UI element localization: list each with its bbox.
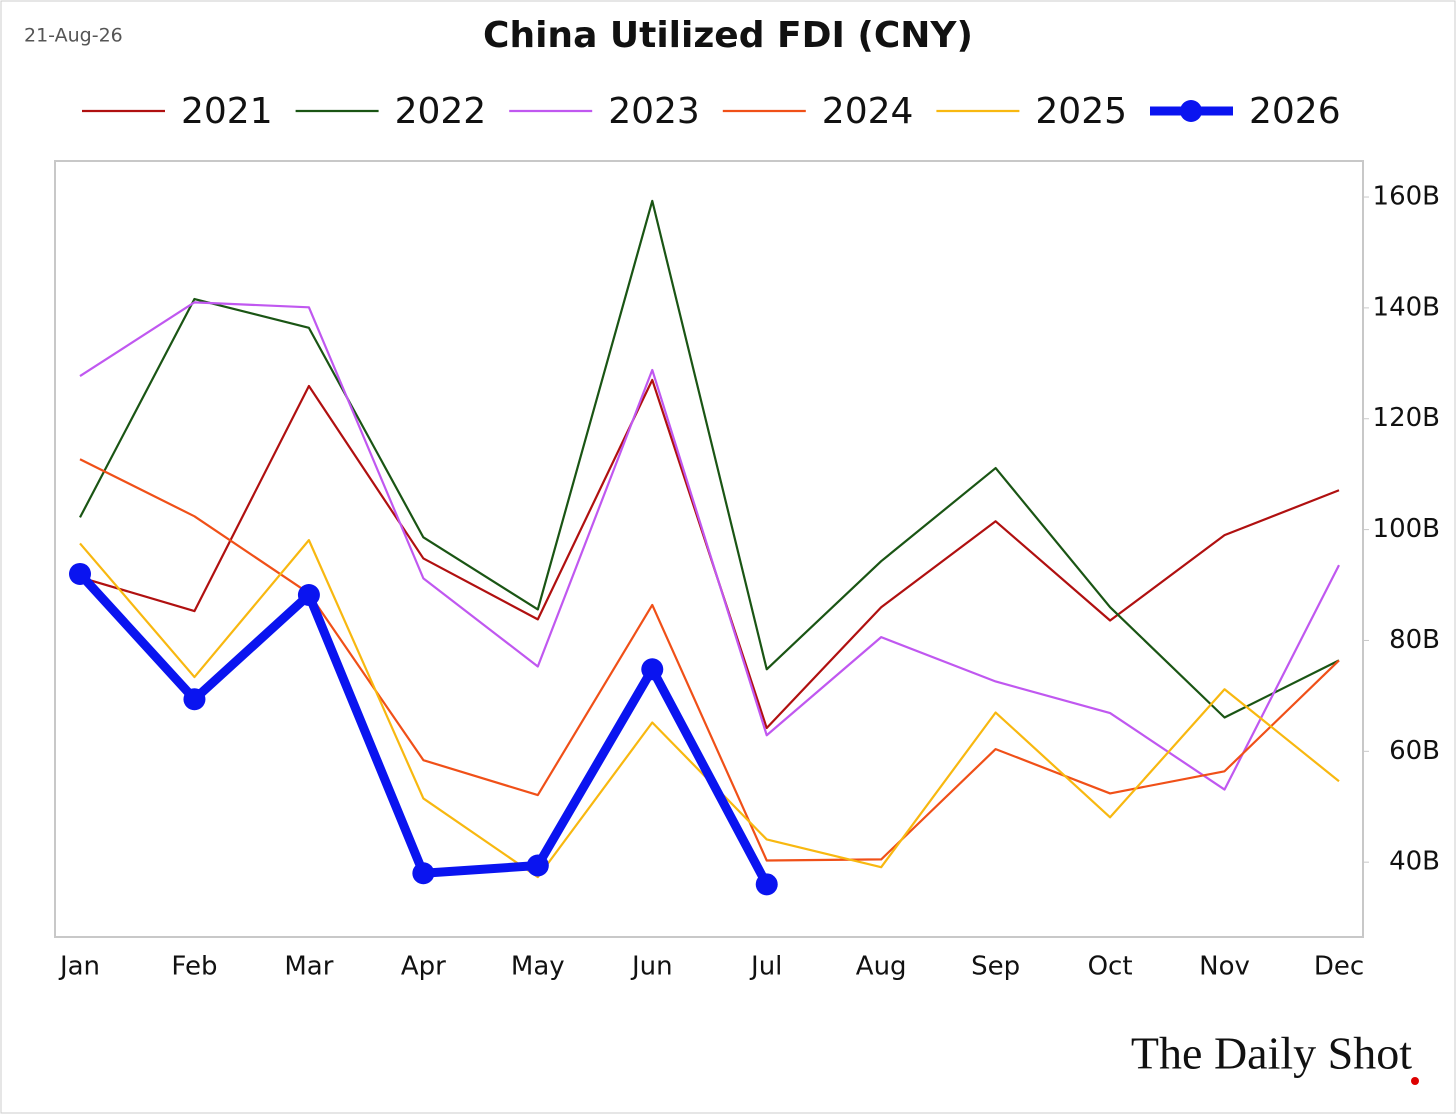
legend-label: 2023 — [608, 91, 700, 132]
x-tick-label: Oct — [1088, 952, 1133, 982]
marker — [755, 873, 778, 896]
marker — [641, 658, 664, 681]
brand-dot — [1411, 1077, 1419, 1085]
chart-title: China Utilized FDI (CNY) — [483, 15, 973, 56]
x-tick-label: Nov — [1199, 952, 1250, 982]
marker — [297, 584, 320, 607]
y-tick-label: 80B — [1389, 625, 1440, 655]
x-tick-label: Sep — [971, 952, 1020, 982]
marker — [69, 562, 91, 585]
legend-label: 2022 — [395, 91, 487, 132]
legend-label: 2021 — [181, 91, 273, 132]
y-tick-label: 140B — [1373, 292, 1440, 322]
legend-label: 2026 — [1249, 91, 1341, 132]
y-tick-label: 100B — [1373, 514, 1440, 544]
x-tick-label: Jan — [58, 952, 100, 982]
x-tick-label: May — [511, 952, 565, 982]
x-tick-label: Jul — [749, 952, 782, 982]
line — [79, 199, 1340, 719]
line — [79, 458, 1340, 862]
x-tick-label: Aug — [856, 952, 907, 982]
date: 21-Aug-26 — [24, 25, 123, 47]
x-tick-label: Feb — [171, 952, 217, 982]
x-tick-label: Jun — [630, 952, 673, 982]
y-tick-label: 120B — [1373, 403, 1440, 433]
y-tick-label: 60B — [1389, 736, 1440, 766]
brand: The Daily Shot — [1131, 1028, 1412, 1079]
marker — [183, 688, 206, 711]
legend-marker — [1180, 100, 1202, 122]
x-tick-label: Mar — [284, 952, 333, 982]
legend-label: 2025 — [1035, 91, 1127, 132]
legend-label: 2024 — [822, 91, 914, 132]
y-tick-label: 160B — [1373, 182, 1440, 212]
plot-area — [54, 160, 1364, 938]
x-tick-label: Dec — [1314, 952, 1364, 982]
x-tick-label: Apr — [401, 952, 446, 982]
marker — [412, 862, 435, 885]
marker — [526, 854, 549, 877]
y-tick-label: 40B — [1389, 847, 1440, 877]
line — [79, 301, 1340, 791]
